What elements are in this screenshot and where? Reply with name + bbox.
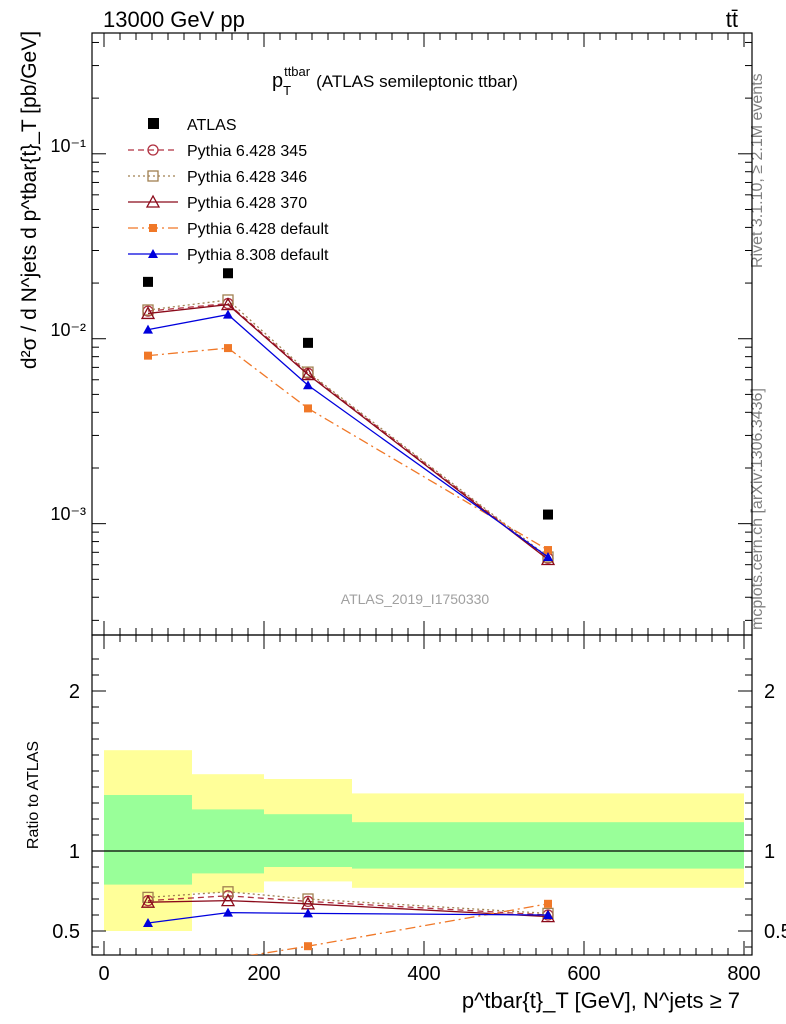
main-title-sub: T [283, 83, 291, 98]
main-series-marker [223, 309, 233, 319]
legend-entry-label: Pythia 6.428 default [187, 221, 329, 238]
legend-marker [149, 224, 157, 232]
main-series-marker [302, 366, 314, 378]
x-tick-label: 400 [407, 963, 440, 985]
ratio-series-line [147, 895, 549, 916]
main-series-marker [543, 552, 553, 562]
main-y-tick-label: 10⁻³ [50, 504, 86, 524]
ratio-y-tick-label: 0.5 [52, 921, 80, 943]
ratio-band-green [352, 822, 744, 869]
atlas-data-point [143, 276, 153, 287]
ratio-series-line [147, 891, 549, 915]
x-axis-label: p^tbar{t}_T [GeV], N^jets ≥ 7 [462, 988, 740, 1013]
main-title: pTttbar (ATLAS semileptonic ttbar) [272, 64, 518, 98]
atlas-data-point [303, 337, 313, 348]
rivet-version-label: Rivet 3.1.10, ≥ 2.1M events [749, 73, 766, 268]
main-series-marker [304, 404, 312, 413]
x-tick-label: 600 [567, 963, 600, 985]
main-series-marker [224, 344, 232, 353]
main-series-marker [220, 297, 236, 311]
ratio-series-marker [144, 955, 152, 963]
main-series-marker [300, 367, 316, 381]
ratio-series-marker [140, 894, 156, 908]
header-left-label: 13000 GeV pp [103, 7, 245, 32]
ratio-series-line [147, 911, 549, 924]
legend-marker [148, 249, 158, 258]
ratio-series-marker [543, 910, 553, 919]
ratio-y-tick-label: 1 [764, 841, 775, 863]
legend-entry-label: ATLAS [187, 117, 237, 134]
ratio-band-green [104, 795, 192, 885]
ratio-y-tick-label: 1 [69, 841, 80, 863]
main-series-line [147, 299, 549, 558]
analysis-watermark: ATLAS_2019_I1750330 [341, 591, 490, 607]
x-tick-label: 200 [247, 963, 280, 985]
ratio-y-tick-label: 2 [764, 681, 775, 703]
main-y-tick-label: 10⁻² [50, 320, 86, 340]
x-tick-label: 800 [727, 963, 760, 985]
legend-marker [145, 194, 161, 208]
ratio-series-line [147, 899, 549, 918]
main-title-rest: (ATLAS semileptonic ttbar) [316, 72, 518, 91]
legend-marker [147, 170, 159, 182]
main-series-line [147, 303, 549, 561]
ratio-panel-frame [91, 634, 753, 956]
ratio-series-marker [222, 886, 234, 898]
ratio-series-line [248, 903, 549, 955]
ratio-y-axis-label: Ratio to ATLAS [25, 741, 42, 849]
legend-marker [147, 144, 159, 156]
ratio-y-tick-label: 0.5 [764, 921, 786, 943]
atlas-data-point [223, 268, 233, 279]
x-tick-label: 0 [98, 963, 109, 985]
main-series-line [147, 347, 549, 551]
main-y-axis-label: d²σ / d N^jets d p^tbar{t}_T [pb/GeV] [18, 31, 41, 369]
legend-marker-atlas [148, 118, 159, 129]
main-series-marker [143, 324, 153, 334]
ratio-series-marker [544, 899, 552, 908]
main-series-marker [142, 304, 154, 316]
ratio-band-green [264, 814, 352, 867]
legend-entry-label: Pythia 6.428 370 [187, 195, 307, 212]
ratio-panel-series [140, 886, 556, 963]
header-right-label: tt̄ [726, 7, 738, 32]
ratio-series-marker [220, 893, 236, 907]
legend-entry-label: Pythia 6.428 345 [187, 143, 307, 160]
main-panel-series [140, 268, 556, 566]
ratio-series-marker [224, 955, 232, 963]
main-y-tick-label: 10⁻¹ [50, 136, 86, 156]
legend: ATLAS Pythia 6.428 345 Pythia 6.428 346 Pyt… [128, 117, 329, 264]
atlas-data-point [543, 509, 553, 520]
mcplots-source-label: mcplots.cern.ch [arXiv:1306.3436] [749, 388, 766, 630]
ratio-series-marker [303, 908, 313, 918]
main-series-marker [144, 351, 152, 360]
ratio-uncertainty-bands [92, 750, 752, 931]
ratio-y-tick-label: 2 [69, 681, 80, 703]
main-title-sup: ttbar [284, 64, 311, 79]
legend-entry-label: Pythia 8.308 default [187, 247, 329, 264]
main-title-p: p [272, 70, 283, 92]
main-series-line [147, 313, 549, 558]
main-series-marker [544, 546, 552, 555]
ratio-band-green [192, 809, 264, 874]
main-series-line [147, 302, 549, 559]
main-series-marker [140, 306, 156, 320]
main-series-marker [303, 380, 313, 390]
legend-entry-label: Pythia 6.428 346 [187, 169, 307, 186]
ratio-series-marker [143, 918, 153, 927]
ratio-series-marker [304, 942, 312, 951]
ratio-series-marker [223, 907, 233, 917]
ratio-series-marker [142, 891, 154, 904]
